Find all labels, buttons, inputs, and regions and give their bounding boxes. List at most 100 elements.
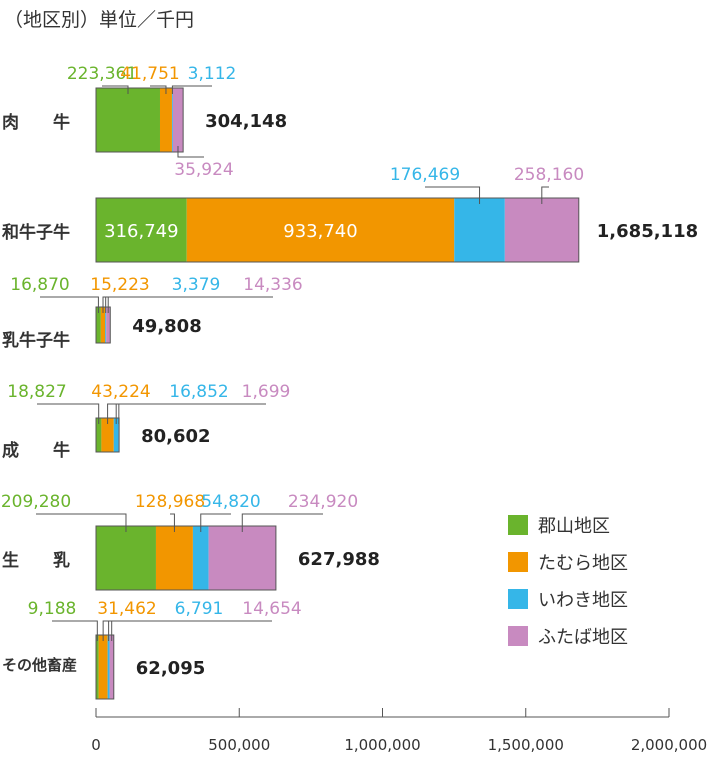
- leader-line: [108, 620, 199, 641]
- value-label: 6,791: [175, 599, 224, 619]
- bars-layer: [95, 87, 580, 700]
- leader-line: [171, 85, 212, 94]
- leader-line: [52, 620, 98, 641]
- bar-segment: [106, 307, 111, 343]
- bar-segment: [109, 635, 114, 699]
- bar-segment: [96, 88, 160, 152]
- leader-line: [170, 513, 175, 532]
- leader-line: [200, 513, 231, 532]
- leader-line: [107, 296, 273, 313]
- value-label: 43,224: [91, 382, 150, 402]
- total-label: 627,988: [298, 549, 380, 570]
- leader-line: [115, 403, 199, 424]
- leader-line: [37, 403, 100, 424]
- bar-segment: [155, 526, 193, 590]
- bar-outline: [95, 197, 580, 263]
- leader-line: [118, 403, 266, 424]
- leader-line: [40, 296, 99, 313]
- legend-swatch: [508, 515, 528, 535]
- value-label: 41,751: [120, 64, 179, 84]
- bar-segment: [100, 307, 106, 343]
- legend-label: 郡山地区: [538, 516, 610, 537]
- total-label: 80,602: [141, 426, 210, 447]
- total-label: 62,095: [136, 658, 205, 679]
- value-label: 176,469: [390, 165, 460, 185]
- total-label: 1,685,118: [597, 221, 698, 242]
- x-tick-label: 0: [91, 736, 101, 754]
- bar-segment: [96, 526, 156, 590]
- value-label: 223,361: [67, 64, 137, 84]
- x-tick-label: 500,000: [208, 736, 270, 754]
- value-label: 9,188: [28, 599, 77, 619]
- bar-segment: [454, 198, 505, 262]
- x-axis: 0 500,000 1,000,000 1,500,000 2,000,000: [91, 708, 707, 754]
- legend-label: ふたば地区: [538, 627, 628, 648]
- bar-segment: [96, 198, 187, 262]
- category-label: その他畜産: [2, 656, 77, 674]
- category-label: 和牛子牛: [2, 222, 70, 243]
- bar-segment: [96, 635, 99, 699]
- bar-segment: [96, 307, 101, 343]
- leader-line: [102, 85, 129, 94]
- bar-segment: [96, 418, 102, 452]
- legend-label: たむら地区: [538, 553, 628, 574]
- legend-swatch: [508, 589, 528, 609]
- category-label: 生 乳: [2, 550, 70, 571]
- bar-outline: [95, 87, 184, 153]
- category-label: 成 牛: [2, 440, 70, 461]
- value-label: 18,827: [7, 382, 66, 402]
- bar-segment: [171, 88, 173, 152]
- leader-line: [425, 186, 481, 204]
- total-label: 49,808: [132, 316, 201, 337]
- value-label: 54,820: [201, 492, 260, 512]
- value-label: 3,379: [172, 275, 221, 295]
- legend-label: いわき地区: [538, 590, 628, 611]
- x-tick-label: 2,000,000: [631, 736, 707, 754]
- bar-segment: [504, 198, 579, 262]
- value-label: 14,654: [242, 599, 301, 619]
- bar-outline: [95, 634, 115, 700]
- total-label: 304,148: [205, 111, 287, 132]
- value-label: 1,699: [242, 382, 291, 402]
- bar-segment: [98, 635, 108, 699]
- bar-segment: [192, 526, 209, 590]
- value-label: 209,280: [1, 492, 71, 512]
- bar-segment: [172, 88, 184, 152]
- leader-line: [105, 296, 196, 313]
- bar-segment: [107, 635, 110, 699]
- bar-segment: [113, 418, 119, 452]
- leader-line: [36, 513, 127, 532]
- value-label: 15,223: [90, 275, 149, 295]
- value-label: 3,112: [188, 64, 237, 84]
- leader-line: [241, 513, 323, 532]
- leader-line: [111, 620, 272, 641]
- leader-line: [541, 186, 549, 204]
- value-label: 16,870: [10, 275, 69, 295]
- bar-segment: [105, 307, 107, 343]
- value-label: 234,920: [288, 492, 358, 512]
- category-label: 肉 牛: [2, 112, 70, 133]
- x-tick-label: 1,000,000: [344, 736, 420, 754]
- bar-segment: [208, 526, 276, 590]
- bar-segment: [159, 88, 172, 152]
- bar-segment: [101, 418, 114, 452]
- bar-segment: [186, 198, 455, 262]
- chart-title: （地区別）単位／千円: [4, 9, 194, 31]
- value-label: 316,749: [104, 221, 178, 242]
- value-label: 128,968: [135, 492, 205, 512]
- value-label: 16,852: [169, 382, 228, 402]
- category-label: 乳牛子牛: [2, 330, 70, 351]
- legend-swatch: [508, 626, 528, 646]
- value-label: 258,160: [514, 165, 584, 185]
- leader-line: [150, 85, 167, 94]
- value-label: 35,924: [174, 160, 233, 180]
- value-label: 933,740: [283, 221, 357, 242]
- value-label: 14,336: [243, 275, 302, 295]
- x-tick-label: 1,500,000: [488, 736, 564, 754]
- value-label: 31,462: [97, 599, 156, 619]
- bar-outline: [95, 525, 277, 591]
- leader-line: [177, 146, 204, 158]
